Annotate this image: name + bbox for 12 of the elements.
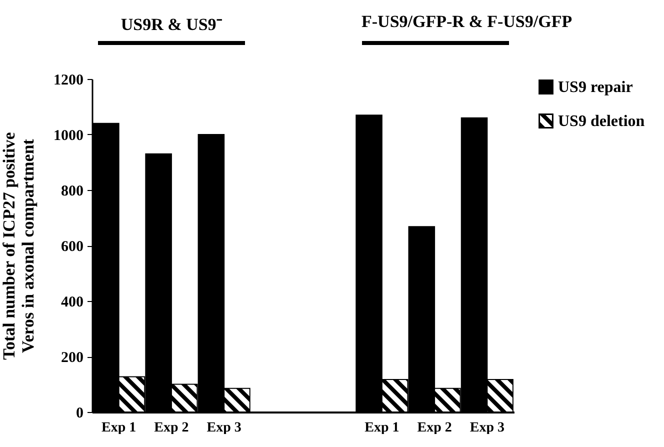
y-tick-label: 1000 xyxy=(54,128,84,144)
y-tick-label: 200 xyxy=(61,350,84,366)
text: F-US9/GFP-R & F-US9/GFP xyxy=(362,12,572,32)
legend-label: US9 deletion xyxy=(558,113,645,130)
y-tick-label: 0 xyxy=(76,406,84,422)
y-tick-label: 1200 xyxy=(54,72,84,88)
legend-label: US9 repair xyxy=(558,79,633,96)
y-axis-title: Total number of ICP27 positive Veros in axonal compartment xyxy=(0,132,38,360)
y-tick-label: 400 xyxy=(61,294,84,310)
y-tick-label: 600 xyxy=(61,239,84,255)
y-tick-label: 800 xyxy=(61,184,84,200)
text: US9R & US9⁻ xyxy=(120,14,224,35)
